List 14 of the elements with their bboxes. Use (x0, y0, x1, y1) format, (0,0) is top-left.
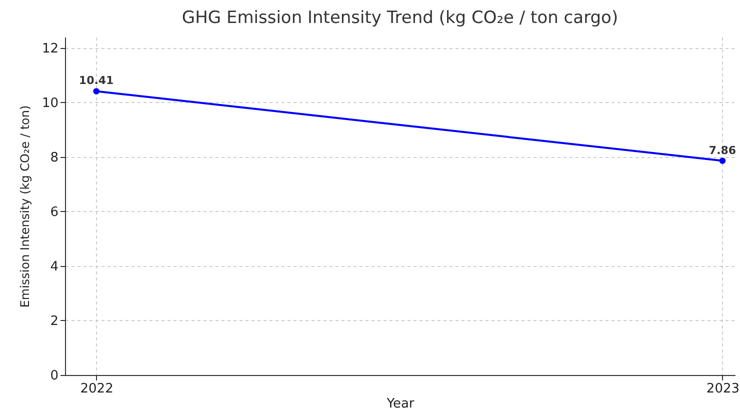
y-tick-label: 8 (50, 150, 58, 166)
y-tick-label: 0 (50, 368, 58, 384)
y-tick-label: 4 (50, 259, 58, 274)
x-tick-label: 2022 (80, 382, 114, 396)
y-tick-label: 2 (50, 314, 58, 329)
chart-title: GHG Emission Intensity Trend (kg CO₂e / ton cargo) (182, 8, 618, 28)
y-tick-label: 6 (50, 204, 58, 220)
x-axis-title: Year (386, 396, 415, 408)
y-tick-label: 10 (42, 96, 58, 111)
data-label: 10.41 (78, 74, 114, 88)
y-tick-label: 12 (42, 41, 58, 56)
x-tick-label: 2023 (706, 382, 740, 396)
y-axis-title: Emission Intensity (kg CO₂e / ton) (18, 105, 32, 308)
data-label: 7.86 (708, 144, 736, 157)
